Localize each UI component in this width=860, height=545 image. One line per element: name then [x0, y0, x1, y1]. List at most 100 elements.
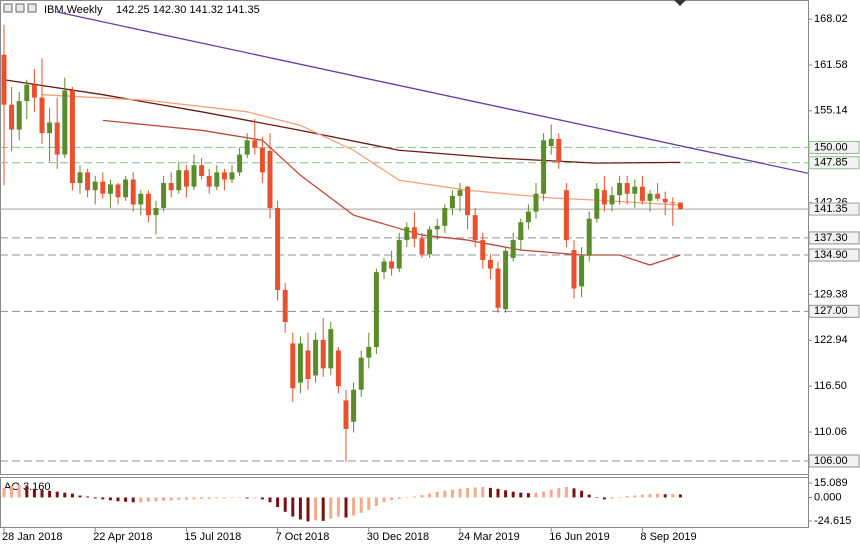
candle-body	[252, 140, 258, 148]
indicator-bar	[101, 497, 105, 500]
candle-body	[404, 227, 410, 241]
candle-body	[229, 172, 235, 180]
indicator-bar	[549, 489, 553, 498]
x-tick-label: 30 Dec 2018	[367, 531, 429, 543]
candle-body	[305, 350, 311, 380]
level-label: 147.85	[814, 157, 848, 169]
candle-body	[9, 104, 15, 130]
icon[interactable]	[3, 3, 13, 13]
candle-body	[389, 261, 395, 269]
indicator-bar	[519, 492, 523, 498]
candle-body	[647, 193, 653, 201]
x-tick-label: 24 Mar 2019	[458, 531, 520, 543]
indicator-bar	[435, 491, 439, 498]
indicator-bar	[352, 497, 356, 516]
indicator-bar	[374, 497, 378, 507]
candle-body	[107, 184, 113, 194]
candle-body	[381, 261, 387, 273]
indicator-bar	[32, 488, 36, 498]
candle-body	[183, 170, 189, 187]
y-tick-label: 168.02	[814, 13, 848, 25]
indicator-bar	[420, 495, 424, 498]
indicator-bar	[481, 486, 485, 498]
y-tick-label: 155.14	[814, 105, 848, 117]
candle-body	[442, 207, 448, 226]
candle-body	[39, 97, 45, 134]
indicator-bar	[154, 497, 158, 502]
indicator-bar	[40, 489, 44, 498]
indicator-bar	[215, 497, 219, 499]
indicator-bar	[146, 497, 150, 502]
level-label: 150.00	[814, 141, 848, 153]
candle-body	[69, 90, 75, 184]
chart-title: IBM,Weekly	[44, 4, 103, 16]
indicator-bar	[678, 494, 682, 498]
candle-body	[16, 101, 22, 130]
candle-body	[533, 193, 539, 212]
plot-area	[0, 11, 808, 462]
candle-body	[465, 186, 471, 216]
indicator-bar	[397, 497, 401, 499]
indicator-label: AO 3.160	[4, 481, 50, 493]
indicator-bar	[2, 487, 6, 498]
indicator-bar	[268, 497, 272, 503]
indicator-bar	[572, 488, 576, 498]
candle-body	[396, 240, 402, 269]
indicator-bar	[207, 497, 211, 499]
indicator-bar	[504, 490, 508, 498]
indicator-bar	[473, 487, 477, 498]
candle-body	[579, 255, 585, 287]
candle-body	[161, 183, 167, 208]
candle-body	[351, 389, 357, 422]
indicator-bar	[443, 490, 447, 498]
candle-body	[419, 238, 425, 255]
candle-body	[237, 154, 243, 173]
candle-body	[221, 172, 227, 180]
indicator-bar	[253, 497, 257, 499]
indicator-bar	[382, 497, 386, 503]
indicator-bar	[602, 497, 606, 500]
indicator-bar	[48, 490, 52, 498]
indicator-bar	[640, 494, 644, 498]
candle-body	[662, 198, 668, 203]
candle-body	[677, 202, 683, 210]
y-tick-label: 129.38	[814, 288, 848, 300]
candle-body	[556, 138, 562, 162]
candle-body	[617, 183, 623, 196]
indicator-bar	[169, 497, 173, 501]
indicator-bar	[542, 491, 546, 498]
level-label: 106.00	[814, 455, 848, 467]
candle-body	[320, 339, 326, 369]
level-label-box	[808, 231, 860, 245]
candle-body	[571, 250, 577, 289]
candle-body	[206, 175, 212, 187]
indicator-bar	[200, 497, 204, 499]
candle-body	[563, 190, 569, 241]
candle-body	[373, 272, 379, 347]
indicator-bar	[70, 493, 74, 498]
y-tick-label: 122.94	[814, 334, 848, 346]
candle-body	[77, 172, 83, 184]
level-label: 127.00	[814, 305, 848, 317]
icon[interactable]	[15, 3, 25, 13]
candle-body	[168, 183, 174, 191]
candle-body	[282, 289, 288, 323]
candle-body	[191, 165, 197, 187]
candle-body	[47, 122, 53, 134]
indicator-bar	[458, 488, 462, 498]
indicator-bar	[298, 497, 302, 520]
indicator-bar	[488, 487, 492, 498]
indicator-bar	[329, 497, 333, 519]
indicator-bar	[131, 497, 135, 503]
level-label-box	[808, 202, 860, 216]
indicator-bar	[162, 497, 166, 501]
indicator-bar	[260, 497, 264, 500]
indicator-bar	[192, 497, 196, 500]
icon[interactable]	[27, 3, 37, 13]
indicator-tick-label: -24.615	[814, 515, 851, 527]
candle-body	[31, 84, 37, 98]
indicator-bar	[618, 496, 622, 498]
candle-body	[548, 138, 554, 147]
x-tick-label: 22 Apr 2018	[93, 531, 152, 543]
